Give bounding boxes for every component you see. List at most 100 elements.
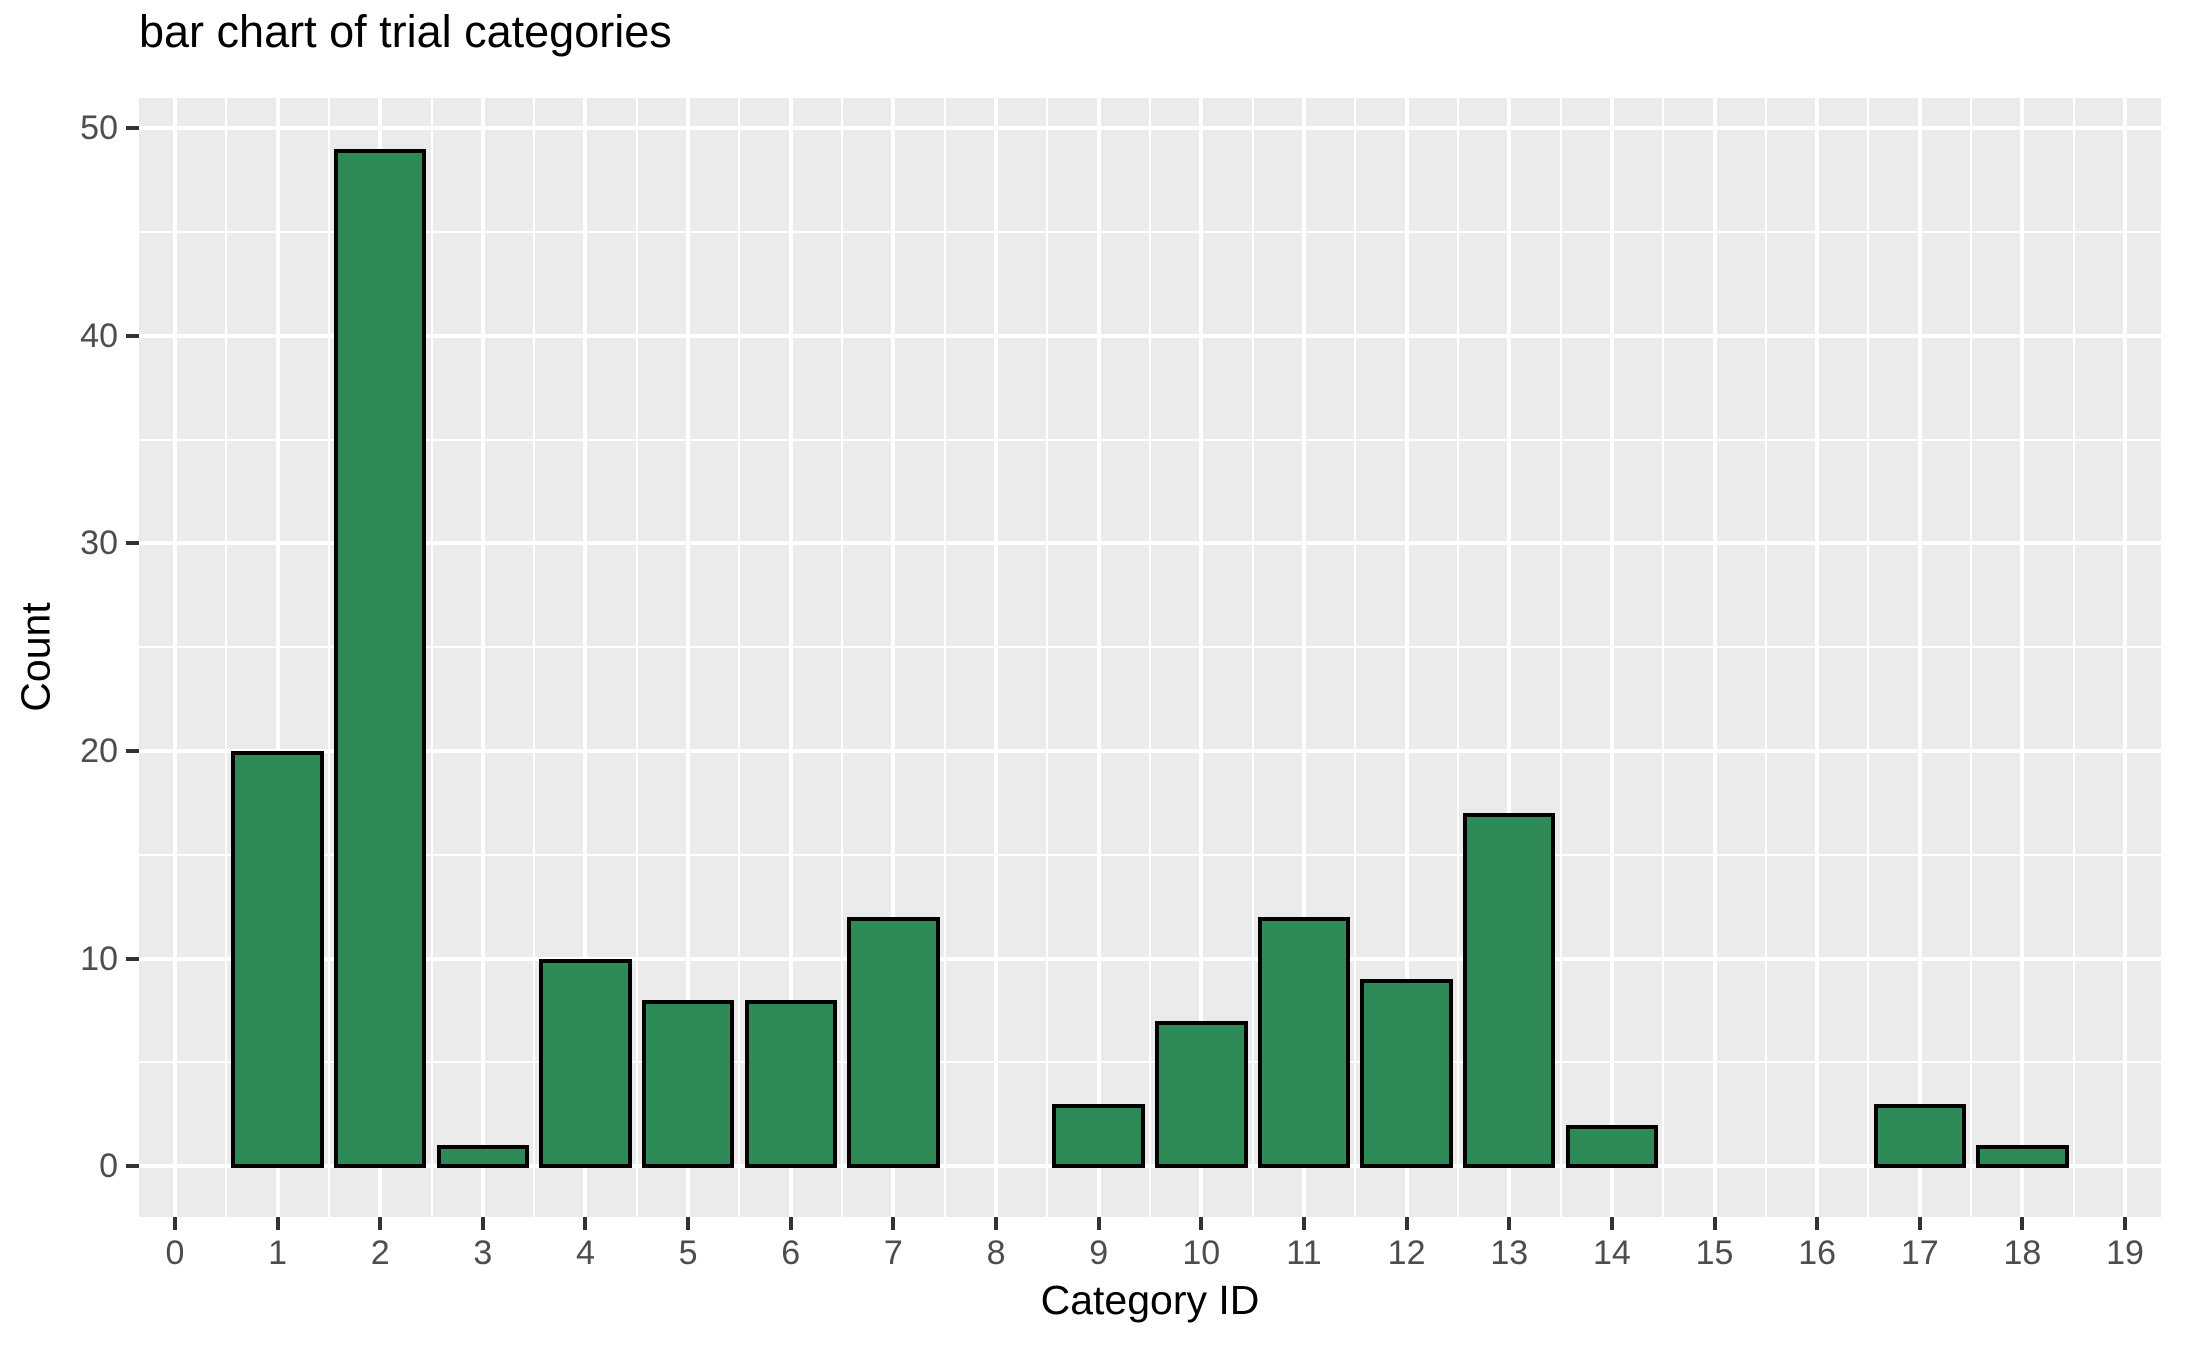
y-tick-label: 50 [80,109,118,148]
x-major-gridline [1404,98,1409,1217]
x-minor-gridline [943,98,946,1217]
x-tick-mark [172,1217,177,1230]
x-major-gridline [994,98,999,1217]
x-tick-label: 14 [1592,1234,1631,1272]
x-tick-label: 16 [1798,1234,1837,1272]
y-minor-gridline [139,646,2161,649]
x-minor-gridline [1354,98,1357,1217]
bar-category-4 [539,958,632,1169]
x-tick-label: 10 [1182,1234,1221,1272]
x-tick-label: 2 [370,1234,390,1272]
y-tick-mark [126,956,139,961]
y-major-gridline [139,1164,2161,1169]
bar-category-7 [847,917,940,1169]
x-major-gridline [788,98,793,1217]
x-major-gridline [1712,98,1717,1217]
bar-category-5 [641,1000,735,1169]
x-tick-mark [2020,1217,2025,1230]
x-major-gridline [891,98,896,1217]
x-tick-label: 11 [1286,1234,1322,1272]
x-major-gridline [2020,98,2025,1217]
x-tick-label: 18 [2003,1234,2042,1272]
x-minor-gridline [2072,98,2075,1217]
y-minor-gridline [139,1061,2161,1064]
x-tick-label: 15 [1695,1234,1734,1272]
y-tick-label: 0 [99,1147,118,1186]
chart-title: bar chart of trial categories [139,6,672,57]
bar-category-14 [1565,1124,1659,1169]
y-tick-label: 30 [80,524,118,563]
x-tick-mark [1301,1217,1306,1230]
bar-category-9 [1052,1103,1145,1169]
x-tick-label: 17 [1900,1234,1939,1272]
plot-panel [139,98,2161,1217]
x-tick-label: 19 [2106,1234,2144,1272]
x-tick-label: 4 [576,1234,595,1272]
x-major-gridline [686,98,691,1217]
x-tick-mark [891,1217,896,1230]
y-major-gridline [139,956,2161,961]
y-tick-label: 20 [80,731,118,770]
x-major-gridline [1096,98,1101,1217]
x-tick-mark [1199,1217,1204,1230]
x-tick-label: 7 [883,1234,903,1272]
y-minor-gridline [139,230,2161,233]
x-minor-gridline [1251,98,1254,1217]
x-major-gridline [1507,98,1512,1217]
bar-category-3 [436,1145,530,1169]
x-major-gridline [1609,98,1614,1217]
y-minor-gridline [139,438,2161,441]
x-tick-mark [1507,1217,1512,1230]
x-minor-gridline [1456,98,1459,1217]
x-minor-gridline [1046,98,1049,1217]
y-tick-mark [126,333,139,338]
x-tick-label: 6 [781,1234,801,1272]
x-major-gridline [1301,98,1306,1217]
x-tick-mark [2123,1217,2128,1230]
x-major-gridline [1199,98,1204,1217]
x-major-gridline [2123,98,2128,1217]
x-tick-mark [480,1217,485,1230]
y-major-gridline [139,333,2161,338]
x-tick-mark [1917,1217,1922,1230]
x-minor-gridline [738,98,741,1217]
bar-category-13 [1463,813,1556,1169]
x-minor-gridline [635,98,638,1217]
x-tick-label: 0 [165,1234,185,1272]
x-minor-gridline [1970,98,1973,1217]
y-tick-mark [126,126,139,131]
x-major-gridline [1815,98,1820,1217]
x-major-gridline [583,98,588,1217]
bar-category-11 [1257,917,1351,1169]
x-tick-label: 12 [1387,1234,1426,1272]
x-tick-mark [1404,1217,1409,1230]
bar-category-17 [1873,1103,1966,1169]
x-minor-gridline [430,98,433,1217]
x-tick-mark [583,1217,588,1230]
y-tick-label: 40 [80,316,118,355]
x-tick-mark [686,1217,691,1230]
y-tick-mark [126,541,139,546]
x-tick-mark [1096,1217,1101,1230]
bar-category-18 [1976,1145,2069,1169]
x-tick-label: 13 [1490,1234,1529,1272]
x-tick-label: 1 [268,1234,288,1272]
x-tick-label: 9 [1089,1234,1109,1272]
bar-category-12 [1360,979,1453,1169]
y-tick-mark [126,748,139,753]
x-major-gridline [172,98,177,1217]
x-tick-mark [994,1217,999,1230]
bar-category-1 [231,750,324,1169]
x-tick-label: 8 [986,1234,1006,1272]
x-minor-gridline [533,98,536,1217]
y-major-gridline [139,748,2161,753]
x-minor-gridline [225,98,228,1217]
x-tick-mark [378,1217,383,1230]
y-major-gridline [139,541,2161,546]
x-tick-mark [788,1217,793,1230]
y-tick-label: 10 [80,939,118,978]
x-minor-gridline [327,98,330,1217]
x-tick-mark [1712,1217,1717,1230]
x-tick-label: 3 [473,1234,493,1272]
x-axis-title: Category ID [1040,1277,1260,1323]
